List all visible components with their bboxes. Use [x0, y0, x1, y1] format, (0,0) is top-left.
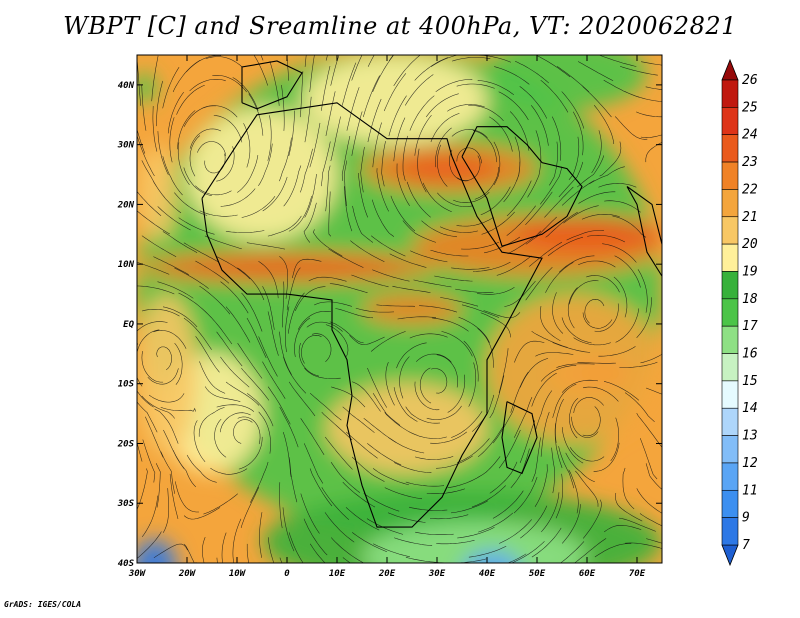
coastline-africa: [201, 102, 543, 528]
colorbar-segment: [721, 243, 739, 272]
colorbar-segment: [721, 517, 739, 546]
colorbar-label: 21: [742, 210, 758, 225]
colorbar-segment: [721, 325, 739, 354]
colorbar-segment: [721, 189, 739, 218]
colorbar-label: 24: [742, 128, 758, 143]
y-tick-label: 10N: [118, 260, 135, 270]
credit-label: GrADS: IGES/COLA: [4, 600, 82, 609]
temperature-region: [464, 551, 520, 563]
x-tick-label: 40E: [479, 569, 496, 579]
colorbar-label: 11: [742, 483, 758, 498]
y-tick-label: 20N: [117, 200, 135, 210]
x-tick-label: 10W: [229, 569, 247, 579]
x-tick-label: 10E: [329, 569, 346, 579]
colorbar-label: 15: [742, 374, 758, 389]
colorbar-label: 19: [742, 264, 758, 279]
colorbar-segment: [721, 489, 739, 518]
temperature-region: [487, 55, 647, 109]
colorbar-max-triangle: [721, 58, 739, 81]
temperature-region: [327, 383, 487, 474]
colorbar-label: 13: [742, 429, 758, 444]
plot-area: [137, 55, 662, 563]
colorbar-label: 16: [742, 347, 758, 362]
colorbar-label: 7: [742, 538, 750, 553]
y-tick-label: 30N: [117, 141, 135, 151]
y-tick-label: EQ: [123, 320, 134, 330]
x-tick-label: 70E: [629, 569, 646, 579]
colorbar: 7 9 11 12 13 14 15 16 17 18 19 20 21 22 23 24 25 26: [721, 58, 758, 567]
colorbar-label: 14: [742, 401, 758, 416]
chart-title: WBPT [C] and Sreamline at 400hPa, VT: 20…: [63, 12, 737, 40]
x-tick-label: 20E: [378, 569, 396, 579]
x-tick-label: 50E: [529, 569, 546, 579]
plot-frame: [136, 54, 663, 564]
y-tick-label: 10S: [118, 380, 135, 390]
coastline-iberia: [241, 60, 303, 110]
colorbar-label: 23: [742, 155, 758, 170]
colorbar-segment: [721, 216, 739, 245]
x-tick-label: 0: [284, 569, 290, 579]
y-tick-label: 30S: [117, 499, 135, 509]
y-tick-label: 40N: [118, 81, 135, 91]
colorbar-segment: [721, 107, 739, 136]
colorbar-min-triangle: [721, 544, 739, 567]
temperature-region: [162, 258, 412, 277]
coastline-arabia: [461, 126, 583, 247]
temperature-region: [137, 294, 197, 456]
temperature-region: [512, 216, 662, 253]
colorbar-segment: [721, 134, 739, 163]
x-tick-label: 60E: [579, 569, 596, 579]
streamlines: [137, 55, 662, 563]
x-tick-label: 30E: [428, 569, 446, 579]
colorbar-segment: [721, 298, 739, 327]
colorbar-label: 25: [742, 100, 758, 115]
colorbar-segment: [721, 380, 739, 409]
colorbar-label: 22: [742, 182, 758, 197]
colorbar-segment: [721, 353, 739, 382]
x-tick-label: 20W: [178, 569, 197, 579]
colorbar-label: 20: [742, 237, 758, 252]
colorbar-segment: [721, 271, 739, 300]
temperature-region: [137, 539, 177, 563]
colorbar-segment: [721, 462, 739, 491]
y-tick-label: 20S: [117, 439, 135, 449]
temperature-region: [302, 55, 487, 145]
colorbar-segment: [721, 407, 739, 436]
y-tick-label: 40S: [118, 559, 135, 569]
temperature-region: [362, 294, 462, 324]
colorbar-label: 9: [742, 511, 750, 526]
colorbar-label: 18: [742, 292, 758, 307]
colorbar-segment: [721, 161, 739, 190]
x-tick-label: 30W: [128, 569, 147, 579]
temperature-region: [137, 72, 157, 103]
colorbar-label: 12: [742, 456, 758, 471]
colorbar-label: 26: [742, 73, 758, 88]
coastline-madagascar: [501, 401, 538, 475]
colorbar-segment: [721, 435, 739, 464]
temperature-region: [397, 156, 497, 181]
coastline-india: [626, 186, 662, 278]
colorbar-segment: [721, 79, 739, 108]
colorbar-label: 17: [742, 319, 758, 334]
temperature-region: [187, 108, 337, 241]
temperature-region: [487, 294, 662, 444]
